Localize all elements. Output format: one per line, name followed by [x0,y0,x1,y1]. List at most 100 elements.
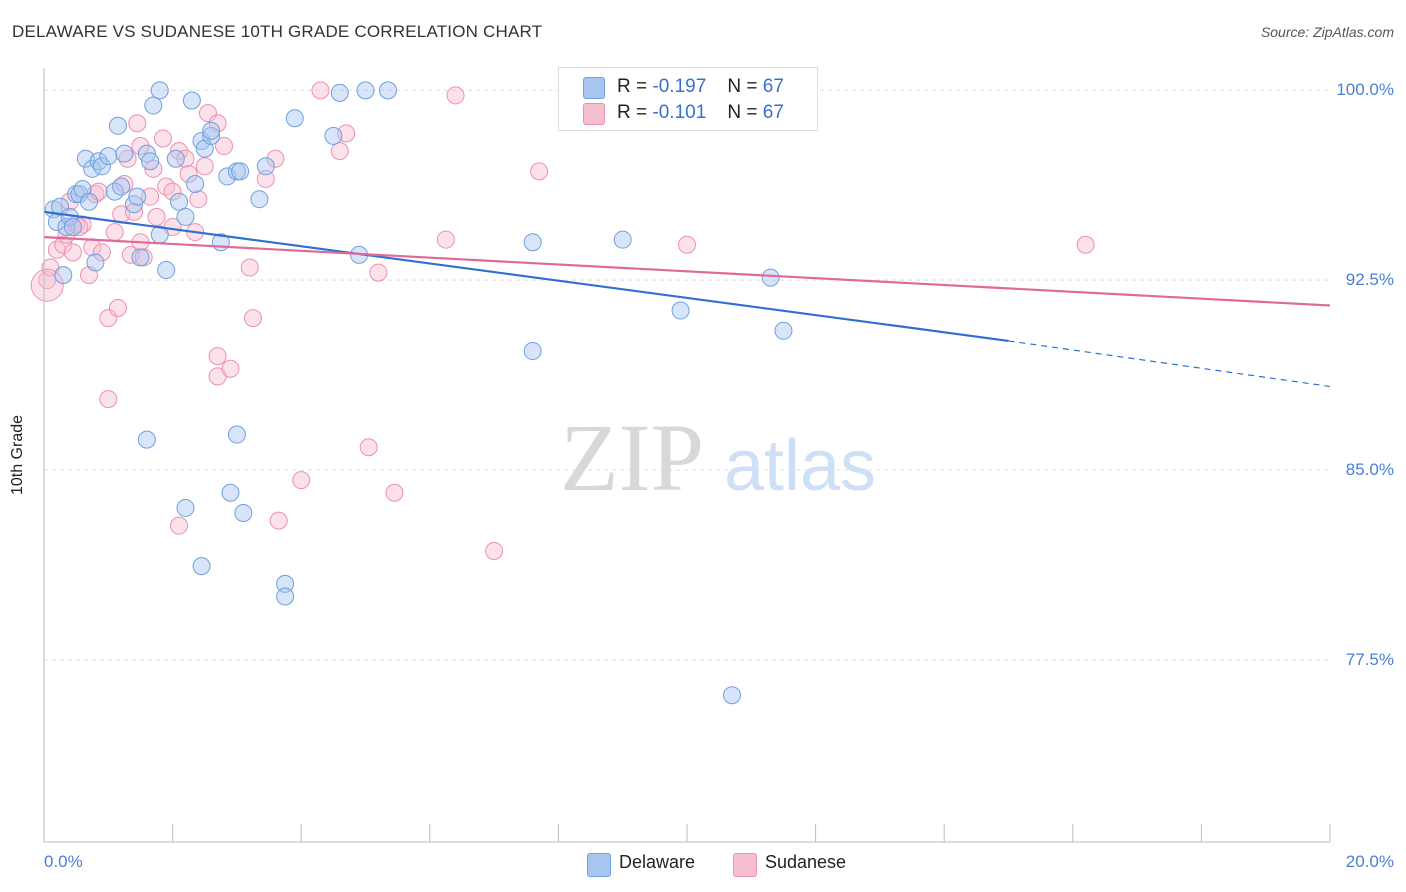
data-point [157,261,176,280]
data-point [86,253,105,272]
data-point [231,162,250,181]
data-point [70,185,89,204]
data-point [89,152,108,171]
data-point [613,230,632,249]
data-point [523,342,542,361]
trend-lines [43,210,1331,388]
legend-label: Delaware [619,852,696,872]
data-point [202,126,221,145]
data-point [774,321,793,340]
data-point [202,121,221,140]
data-point [678,235,696,254]
data-point [485,541,504,560]
data-point [189,190,208,209]
data-point [108,299,127,318]
data-point [192,557,211,576]
data-point [99,390,118,409]
data-point [63,243,82,262]
data-point [137,430,156,449]
n-value: 67 [762,102,784,123]
data-point [128,114,147,133]
data-point [276,587,295,606]
data-point [266,149,285,168]
data-point [54,235,73,254]
watermark-zip: ZIP [560,404,704,511]
data-point [131,248,150,267]
data-point [356,81,375,100]
data-point [153,129,172,148]
data-point [99,309,118,328]
data-point [125,202,144,221]
data-point [330,83,349,102]
data-point [70,218,89,237]
data-point [63,218,82,237]
y-tick-label: 100.0% [1336,80,1394,100]
data-point [89,182,108,201]
data-point [292,471,311,490]
delaware-swatch [587,853,611,877]
sudanese-points [30,81,1095,560]
data-point [234,504,253,523]
data-point [182,91,201,110]
data-point [1076,235,1095,254]
data-point [186,175,205,194]
data-point [105,223,124,242]
data-point [108,116,127,135]
data-point [285,109,304,128]
data-point [60,192,79,211]
data-point [324,126,343,145]
data-point [170,516,189,535]
data-point [128,187,147,206]
data-point [723,686,742,705]
data-point [92,243,111,262]
data-point [112,177,131,196]
data-point [221,359,240,378]
data-point [359,438,378,457]
data-point [147,207,166,226]
n-value: 67 [762,76,784,97]
data-point [269,511,288,530]
data-point [176,498,195,517]
r-label: R = [617,102,648,123]
stats-legend: R = -0.197 N = 67 R = -0.101 N = 67 [558,67,818,131]
data-point [523,233,542,252]
data-point [215,137,234,156]
data-point [446,86,465,105]
watermark: ZIP atlas [560,404,876,511]
data-point [80,192,99,211]
data-point [240,258,259,277]
chart-title: DELAWARE VS SUDANESE 10TH GRADE CORRELAT… [12,22,543,41]
data-point [530,162,549,181]
data-point [195,157,214,176]
data-point [141,152,160,171]
data-point [221,483,240,502]
delaware-trend-line [43,210,1009,343]
data-point [92,157,111,176]
data-point [99,147,118,166]
x-tick-label-max: 20.0% [1345,852,1394,871]
data-point [163,182,182,201]
data-point [671,301,690,320]
y-tick-label: 77.5% [1345,649,1394,669]
data-point [330,142,349,161]
r-value: -0.101 [652,102,707,123]
data-point [141,187,160,206]
delaware-trend-extension [1008,340,1331,388]
watermark-atlas: atlas [724,426,876,506]
legend-label: Sudanese [765,852,847,872]
sudanese-trend-line [43,236,1331,307]
data-point [256,157,275,176]
sudanese-swatch [733,853,757,877]
data-point [198,104,217,123]
data-point [179,164,198,183]
data-point [250,190,269,209]
delaware-swatch [583,77,605,99]
data-point [176,207,195,226]
data-point [227,425,246,444]
data-point [379,81,398,100]
data-point [256,169,275,188]
data-point [369,263,388,282]
data-point [166,149,185,168]
data-point [761,268,780,287]
